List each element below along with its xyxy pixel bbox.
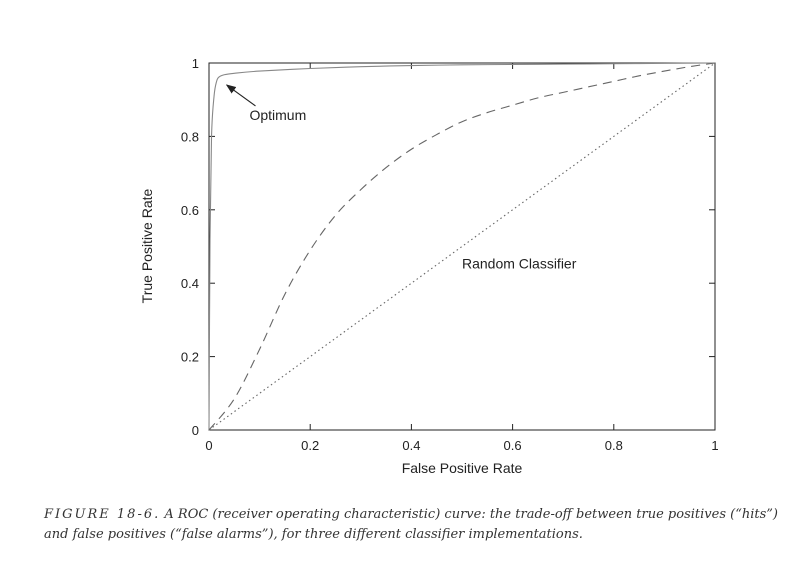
y-tick-label: 0.6 [181, 203, 199, 218]
x-axis-title: False Positive Rate [402, 460, 523, 476]
roc-chart: 0 0.2 0.4 0.6 0.8 1 0 0.2 0.4 0.6 0.8 1 Optimum Rand… [139, 56, 719, 476]
series-layer [208, 62, 716, 431]
y-tick-label: 0.8 [181, 129, 199, 144]
optimum-arrow [225, 84, 256, 107]
classifier-curve [208, 62, 716, 431]
figure-caption: FIGURE 18-6. A ROC (receiver operating c… [44, 505, 784, 545]
random-classifier-label: Random Classifier [462, 256, 577, 272]
y-tick-label: 1 [192, 56, 199, 71]
y-tick-label: 0.2 [181, 350, 199, 365]
figure-caption-text: A ROC (receiver operating characteristic… [44, 507, 778, 542]
ticks-layer: 0 0.2 0.4 0.6 0.8 1 0 0.2 0.4 0.6 0.8 1 [181, 56, 719, 453]
random-classifier-line [208, 62, 716, 431]
x-tick-label: 0.4 [402, 438, 420, 453]
figure-caption-label: FIGURE 18-6. [44, 507, 161, 522]
y-axis-title: True Positive Rate [139, 188, 155, 303]
x-tick-label: 0.8 [605, 438, 623, 453]
optimum-label: Optimum [249, 107, 306, 123]
annotation-layer: Optimum Random Classifier [225, 84, 577, 272]
y-tick-label: 0.4 [181, 276, 199, 291]
plot-frame [208, 62, 716, 431]
optimum-curve [208, 62, 716, 431]
y-tick-label: 0 [192, 423, 199, 438]
x-tick-label: 0.6 [504, 438, 522, 453]
x-tick-label: 1 [711, 438, 718, 453]
x-tick-label: 0.2 [301, 438, 319, 453]
x-tick-label: 0 [205, 438, 212, 453]
